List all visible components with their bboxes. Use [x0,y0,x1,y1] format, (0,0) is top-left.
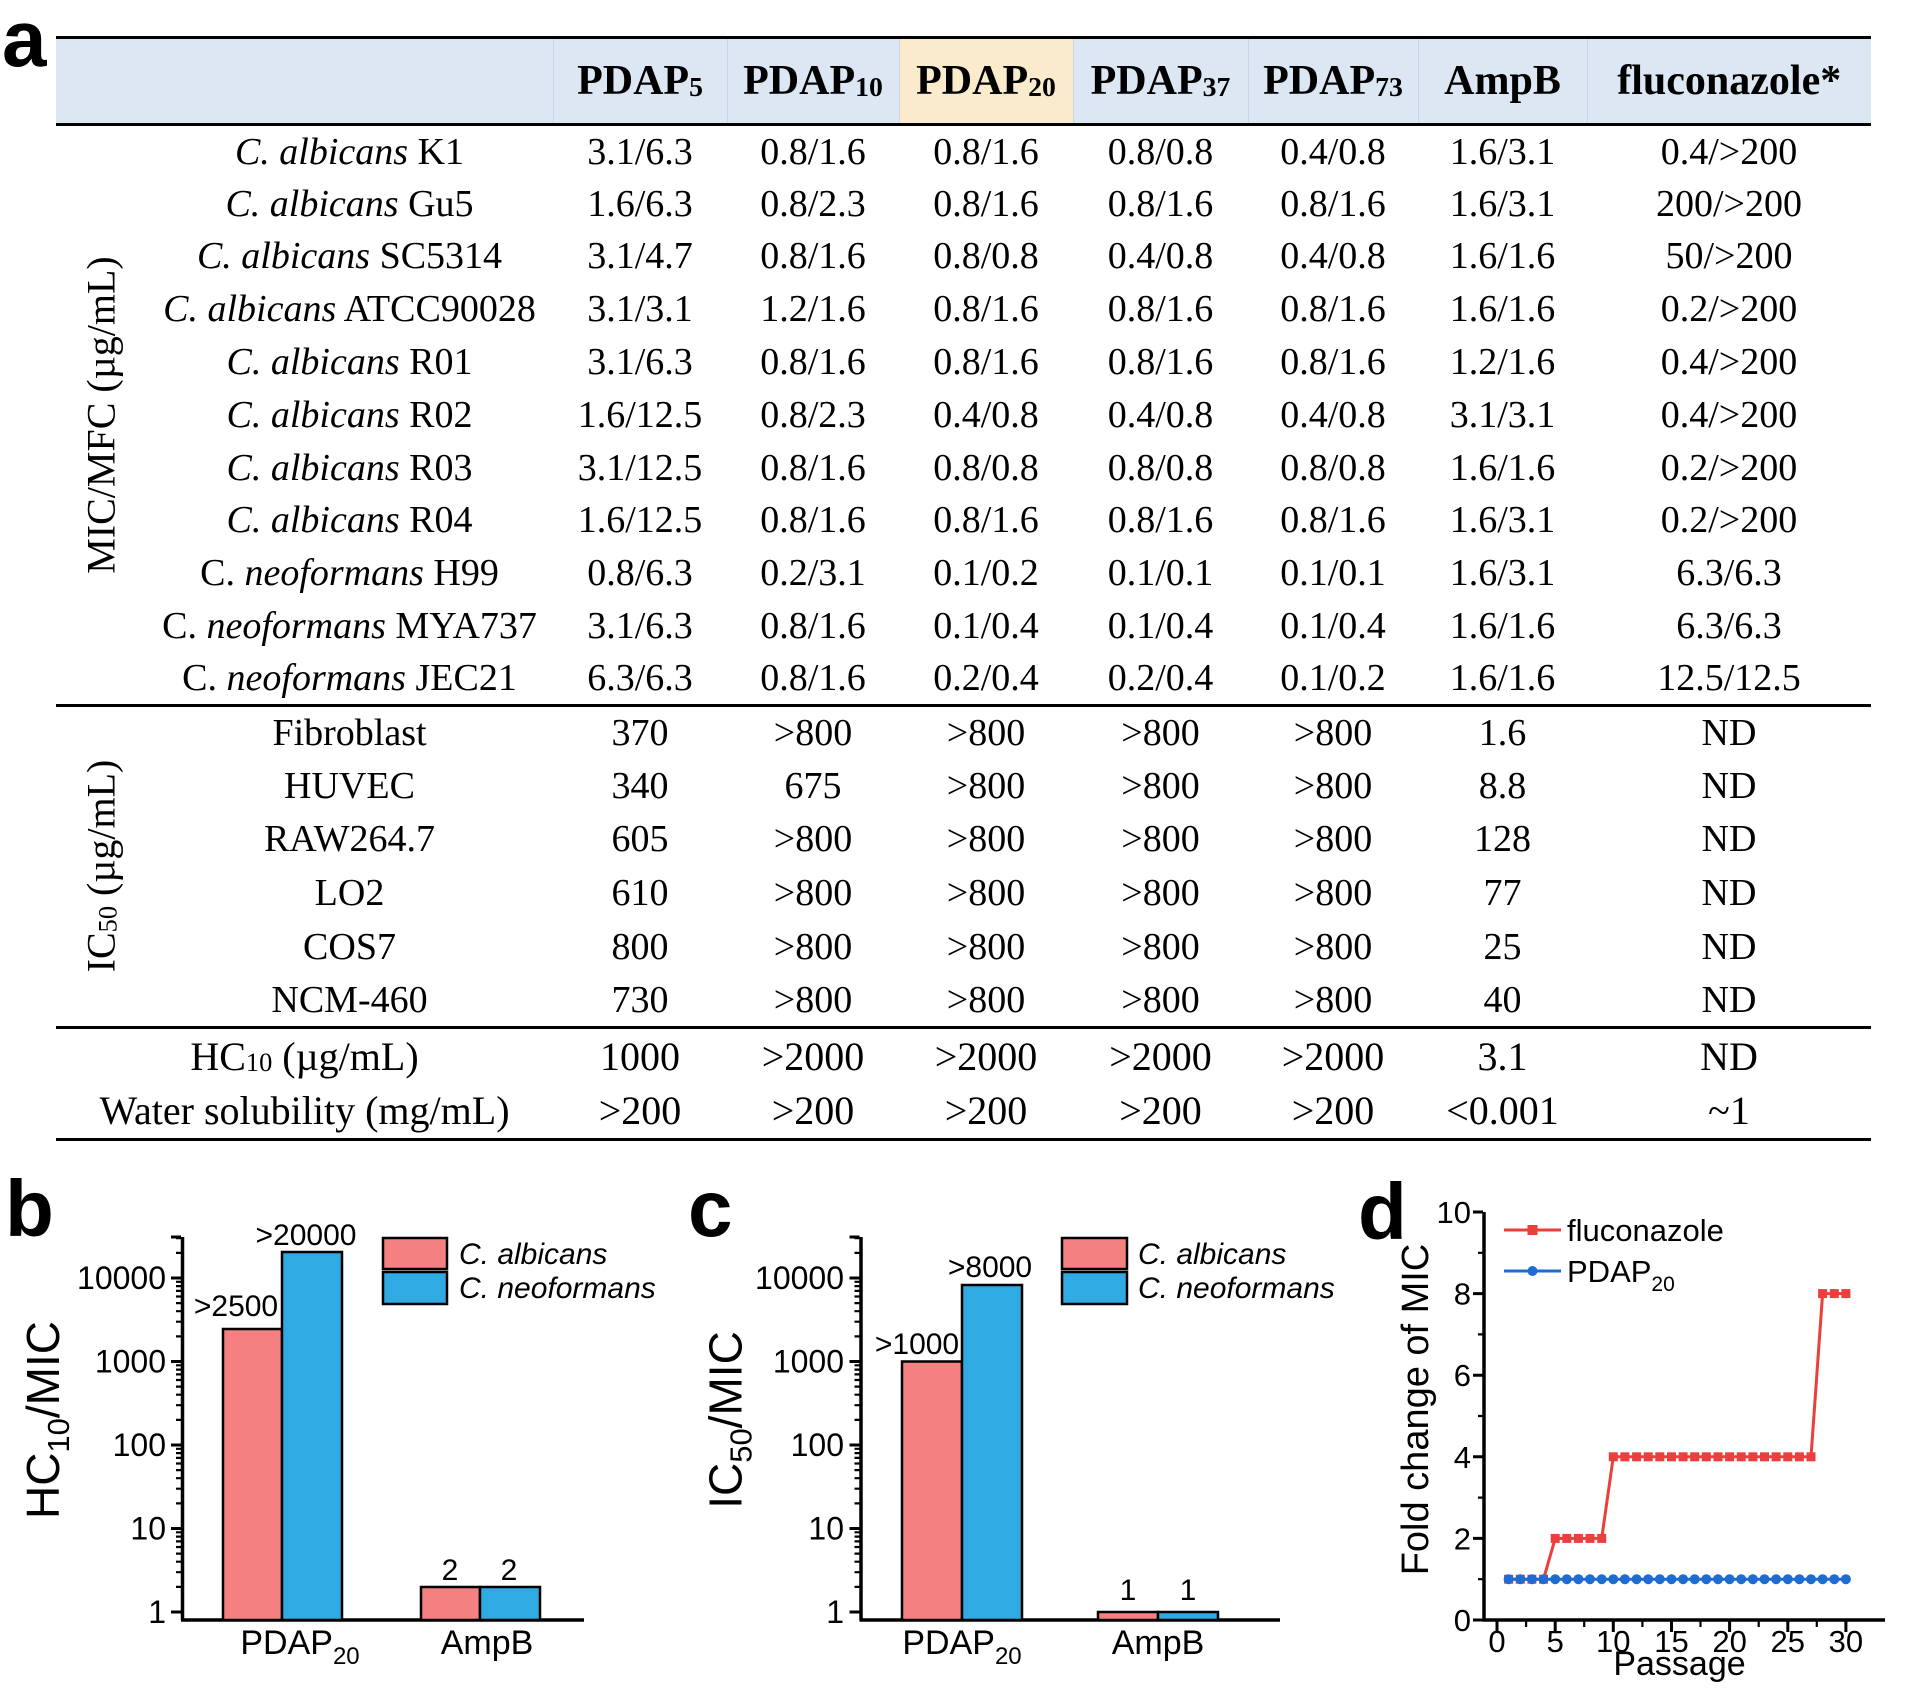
svg-text:AmpB: AmpB [441,1624,534,1662]
svg-text:fluconazole: fluconazole [1567,1213,1724,1248]
svg-text:Fold change of MIC: Fold change of MIC [1395,1244,1437,1576]
svg-text:100: 100 [113,1427,166,1463]
svg-text:AmpB: AmpB [1112,1624,1205,1662]
svg-text:PDAP20: PDAP20 [240,1624,359,1670]
svg-text:10: 10 [808,1511,844,1547]
svg-text:1: 1 [1180,1574,1197,1607]
svg-text:C. neoformans: C. neoformans [459,1272,656,1305]
svg-text:>20000: >20000 [256,1219,357,1252]
svg-text:20: 20 [1712,1624,1746,1659]
svg-text:>8000: >8000 [948,1251,1032,1284]
svg-text:4: 4 [1454,1440,1471,1475]
svg-text:10000: 10000 [77,1260,166,1296]
svg-text:1: 1 [148,1594,166,1630]
svg-text:PDAP20: PDAP20 [902,1624,1021,1670]
svg-text:C. neoformans: C. neoformans [1138,1272,1335,1305]
svg-text:15: 15 [1654,1624,1688,1659]
svg-text:0: 0 [1454,1603,1471,1638]
svg-text:25: 25 [1771,1624,1805,1659]
svg-text:1000: 1000 [773,1344,844,1380]
svg-text:HC10/MIC: HC10/MIC [17,1321,76,1519]
svg-text:8: 8 [1454,1277,1471,1312]
svg-text:2: 2 [1454,1521,1471,1556]
svg-text:10: 10 [1437,1195,1471,1230]
svg-text:PDAP20: PDAP20 [1567,1254,1675,1296]
svg-text:0: 0 [1488,1624,1505,1659]
svg-text:5: 5 [1547,1624,1564,1659]
svg-text:2: 2 [501,1554,518,1587]
svg-text:C. albicans: C. albicans [1138,1238,1286,1271]
svg-text:10: 10 [130,1511,166,1547]
svg-text:10: 10 [1596,1624,1630,1659]
svg-text:30: 30 [1829,1624,1863,1659]
svg-text:1: 1 [826,1594,844,1630]
svg-text:C. albicans: C. albicans [459,1238,607,1271]
svg-text:2: 2 [442,1554,459,1587]
svg-text:>1000: >1000 [875,1328,959,1361]
svg-text:>2500: >2500 [194,1290,278,1323]
svg-text:1000: 1000 [95,1344,166,1380]
svg-text:1: 1 [1120,1574,1137,1607]
svg-text:10000: 10000 [755,1260,844,1296]
svg-text:100: 100 [791,1427,844,1463]
svg-text:6: 6 [1454,1358,1471,1393]
svg-text:Passage: Passage [1613,1645,1745,1683]
svg-text:IC50/MIC: IC50/MIC [700,1331,759,1509]
